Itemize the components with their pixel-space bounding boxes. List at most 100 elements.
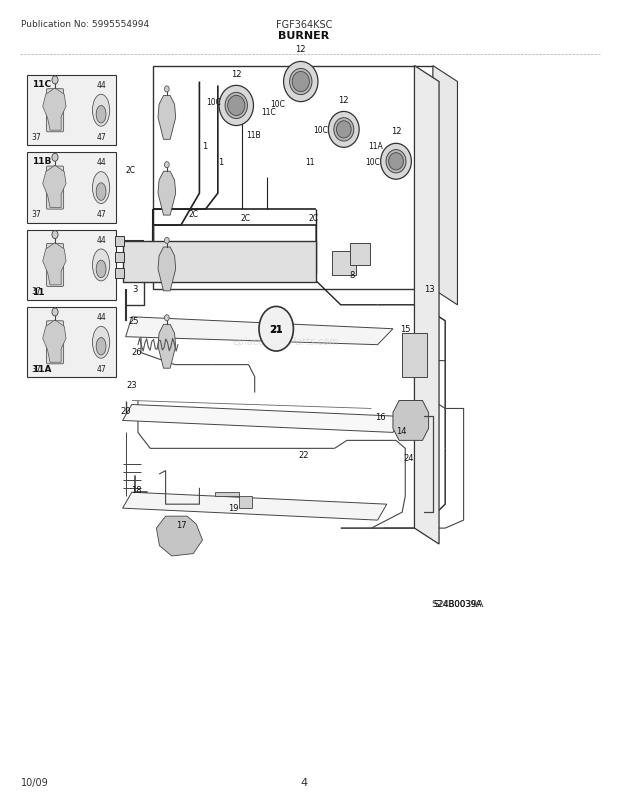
Text: 37: 37 [32,132,42,141]
Bar [332,252,356,276]
Text: 11C: 11C [32,80,51,89]
Ellipse shape [389,153,404,171]
Ellipse shape [96,338,106,355]
Text: 22: 22 [299,451,309,460]
Text: 10C: 10C [365,157,380,167]
Text: 21: 21 [270,324,283,334]
Bar [27,153,117,224]
Text: 26: 26 [131,347,142,356]
Text: 12: 12 [339,95,349,104]
Ellipse shape [386,151,406,174]
Bar [115,237,125,246]
Polygon shape [158,96,175,140]
Polygon shape [215,492,252,508]
Bar [27,230,117,301]
Polygon shape [126,318,393,345]
Text: 14: 14 [396,427,406,435]
Text: 3: 3 [132,285,138,294]
Text: 11: 11 [305,157,314,167]
Ellipse shape [225,93,247,119]
Circle shape [164,162,169,168]
Ellipse shape [292,72,309,92]
Text: 20: 20 [120,406,131,415]
Text: eplacementParts.com: eplacementParts.com [232,336,339,346]
Bar [350,243,370,265]
Bar [27,308,117,378]
Text: 1: 1 [202,142,207,151]
Circle shape [259,307,293,351]
Circle shape [52,231,58,239]
Bar [115,269,125,278]
Polygon shape [43,89,66,131]
Polygon shape [123,241,316,283]
Text: 12: 12 [231,70,242,79]
FancyBboxPatch shape [46,167,64,210]
Text: 25: 25 [128,317,139,326]
Text: 11A: 11A [32,365,52,374]
FancyBboxPatch shape [46,90,64,132]
Circle shape [164,315,169,322]
Text: 15: 15 [400,325,410,334]
Text: 10C: 10C [206,98,221,107]
Text: 37: 37 [32,287,42,296]
Text: 1: 1 [218,157,224,167]
Text: 47: 47 [96,132,106,141]
Ellipse shape [96,261,106,278]
Text: 47: 47 [96,209,106,219]
Text: 11B: 11B [246,132,261,140]
Circle shape [164,238,169,244]
Ellipse shape [283,63,318,103]
Ellipse shape [92,249,110,282]
Text: 16: 16 [375,412,386,421]
Text: 4: 4 [300,777,308,788]
Text: 8: 8 [349,270,355,280]
FancyBboxPatch shape [46,244,64,287]
Text: 18: 18 [131,486,142,495]
Polygon shape [43,321,66,363]
Text: 11: 11 [32,288,45,297]
Ellipse shape [381,144,412,180]
Ellipse shape [337,122,351,139]
Polygon shape [123,492,387,520]
Text: 11C: 11C [261,108,276,117]
Text: 11A: 11A [368,142,383,151]
Text: 44: 44 [96,313,106,322]
Text: 10/09: 10/09 [21,777,49,788]
Text: 12: 12 [391,128,401,136]
Text: 23: 23 [126,381,137,390]
Text: 17: 17 [175,520,186,529]
FancyBboxPatch shape [46,322,64,364]
Circle shape [164,87,169,93]
Circle shape [52,309,58,317]
Text: 11B: 11B [32,157,51,166]
Text: 10C: 10C [270,100,285,109]
Text: 44: 44 [96,158,106,167]
Ellipse shape [228,96,245,116]
Text: 47: 47 [96,364,106,373]
Polygon shape [156,516,203,557]
Text: FGF364KSC: FGF364KSC [276,20,332,30]
Text: 2C: 2C [241,213,250,222]
Polygon shape [158,172,175,216]
Text: 44: 44 [96,235,106,245]
Ellipse shape [334,119,354,142]
Polygon shape [433,67,458,306]
Ellipse shape [92,327,110,358]
Text: 37: 37 [32,209,42,219]
Ellipse shape [219,87,254,127]
Polygon shape [393,401,428,441]
Ellipse shape [290,70,312,95]
Bar [27,76,117,146]
Text: 12: 12 [296,44,306,54]
Polygon shape [43,243,66,286]
Text: 13: 13 [425,285,435,294]
Text: S24B0039A: S24B0039A [433,600,482,609]
Ellipse shape [96,107,106,124]
Ellipse shape [92,95,110,127]
Text: Publication No: 5995554994: Publication No: 5995554994 [21,20,149,30]
Text: S24B0039A: S24B0039A [432,600,484,609]
Bar [115,253,125,262]
Ellipse shape [96,184,106,201]
Text: 37: 37 [32,364,42,373]
Text: 10C: 10C [313,126,328,135]
